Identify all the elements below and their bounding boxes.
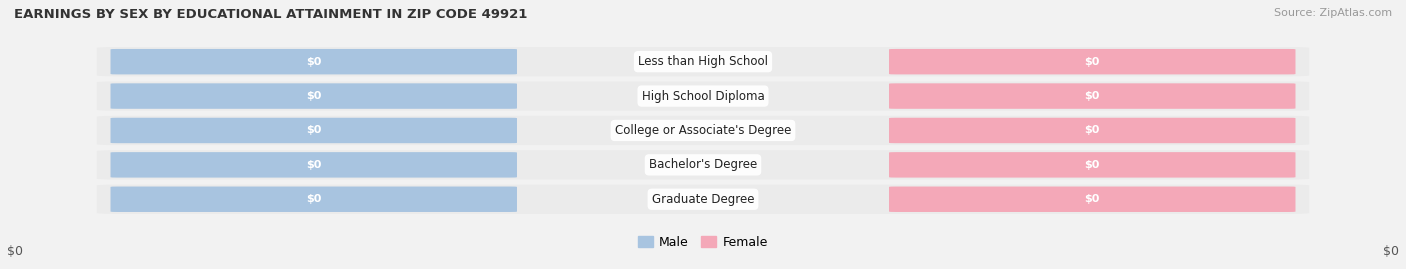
Text: Source: ZipAtlas.com: Source: ZipAtlas.com: [1274, 8, 1392, 18]
FancyBboxPatch shape: [111, 49, 517, 75]
Text: Graduate Degree: Graduate Degree: [652, 193, 754, 206]
FancyBboxPatch shape: [889, 152, 1295, 178]
Text: Bachelor's Degree: Bachelor's Degree: [650, 158, 756, 171]
Text: $0: $0: [1084, 194, 1099, 204]
Legend: Male, Female: Male, Female: [633, 231, 773, 254]
FancyBboxPatch shape: [889, 83, 1295, 109]
FancyBboxPatch shape: [111, 83, 517, 109]
FancyBboxPatch shape: [97, 82, 1309, 111]
FancyBboxPatch shape: [97, 116, 1309, 145]
Text: $0: $0: [307, 91, 322, 101]
Text: College or Associate's Degree: College or Associate's Degree: [614, 124, 792, 137]
Text: $0: $0: [1084, 125, 1099, 136]
Text: $0: $0: [1084, 57, 1099, 67]
FancyBboxPatch shape: [97, 47, 1309, 76]
Text: $0: $0: [307, 194, 322, 204]
Text: $0: $0: [1084, 91, 1099, 101]
FancyBboxPatch shape: [111, 118, 517, 143]
Text: $0: $0: [307, 57, 322, 67]
FancyBboxPatch shape: [111, 152, 517, 178]
FancyBboxPatch shape: [97, 150, 1309, 179]
Text: $0: $0: [1384, 245, 1399, 258]
Text: High School Diploma: High School Diploma: [641, 90, 765, 102]
Text: Less than High School: Less than High School: [638, 55, 768, 68]
FancyBboxPatch shape: [111, 186, 517, 212]
Text: $0: $0: [307, 160, 322, 170]
Text: $0: $0: [7, 245, 22, 258]
FancyBboxPatch shape: [889, 118, 1295, 143]
Text: $0: $0: [1084, 160, 1099, 170]
FancyBboxPatch shape: [889, 186, 1295, 212]
Text: EARNINGS BY SEX BY EDUCATIONAL ATTAINMENT IN ZIP CODE 49921: EARNINGS BY SEX BY EDUCATIONAL ATTAINMEN…: [14, 8, 527, 21]
Text: $0: $0: [307, 125, 322, 136]
FancyBboxPatch shape: [97, 185, 1309, 214]
FancyBboxPatch shape: [889, 49, 1295, 75]
